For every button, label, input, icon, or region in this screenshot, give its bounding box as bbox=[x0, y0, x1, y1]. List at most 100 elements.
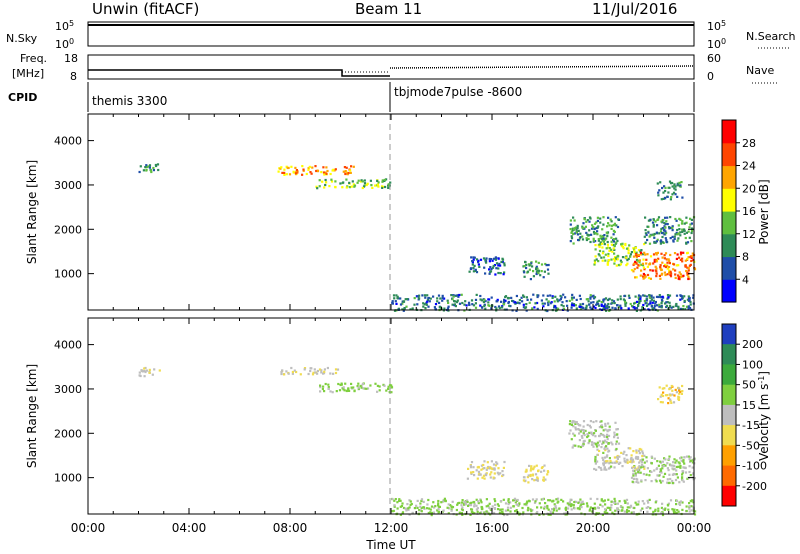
data-cell bbox=[484, 272, 487, 275]
data-cell bbox=[673, 394, 676, 397]
data-cell bbox=[461, 513, 464, 516]
data-cell bbox=[647, 219, 650, 222]
data-cell bbox=[361, 186, 364, 190]
data-cell bbox=[654, 302, 657, 305]
data-cell bbox=[588, 440, 591, 443]
data-cell bbox=[376, 183, 379, 186]
data-cell bbox=[586, 433, 589, 436]
data-cell bbox=[577, 445, 580, 448]
data-cell bbox=[476, 507, 479, 510]
data-cell bbox=[381, 179, 384, 182]
data-cell bbox=[479, 298, 482, 301]
data-cell bbox=[357, 382, 360, 385]
data-cell bbox=[145, 168, 148, 171]
data-cell bbox=[668, 269, 671, 272]
colorbar-segment bbox=[722, 211, 736, 235]
data-cell bbox=[543, 469, 546, 472]
data-cell bbox=[532, 270, 535, 273]
data-cell bbox=[581, 436, 584, 439]
data-cell bbox=[653, 469, 656, 472]
data-cell bbox=[603, 305, 606, 308]
data-cell bbox=[436, 297, 439, 300]
data-cell bbox=[619, 295, 622, 298]
data-cell bbox=[489, 270, 492, 274]
data-cell bbox=[597, 512, 601, 515]
data-cell bbox=[640, 463, 644, 466]
data-cell bbox=[603, 511, 606, 514]
data-cell bbox=[646, 273, 650, 277]
data-cell bbox=[660, 301, 663, 304]
data-cell bbox=[143, 367, 146, 370]
data-cell bbox=[679, 298, 682, 301]
data-cell bbox=[145, 369, 148, 372]
data-cell bbox=[645, 506, 648, 509]
data-cell bbox=[568, 432, 571, 435]
data-cell bbox=[324, 382, 327, 386]
data-cell bbox=[454, 300, 457, 303]
data-cell bbox=[654, 478, 657, 481]
data-cell bbox=[582, 306, 585, 310]
data-cell bbox=[666, 273, 669, 276]
data-cell bbox=[538, 502, 541, 505]
data-cell bbox=[650, 305, 653, 308]
data-cell bbox=[638, 261, 641, 264]
colorbar-tick-label: 12 bbox=[742, 228, 756, 241]
data-cell bbox=[681, 473, 684, 476]
data-cell bbox=[464, 502, 467, 505]
data-cell bbox=[549, 294, 552, 297]
data-cell bbox=[684, 471, 688, 474]
data-cell bbox=[613, 431, 616, 434]
data-cell bbox=[490, 267, 493, 271]
data-cell bbox=[688, 510, 691, 513]
data-cell bbox=[664, 507, 667, 510]
data-cell bbox=[688, 465, 691, 468]
data-cell bbox=[570, 296, 574, 299]
data-cell bbox=[533, 306, 536, 309]
x-axis-label: Time UT bbox=[365, 538, 416, 552]
data-cell bbox=[640, 448, 643, 451]
data-cell bbox=[568, 299, 571, 302]
data-region bbox=[138, 163, 160, 174]
data-cell bbox=[652, 510, 655, 513]
data-cell bbox=[605, 460, 608, 463]
data-cell bbox=[479, 258, 483, 261]
data-cell bbox=[654, 265, 657, 268]
data-cell bbox=[427, 297, 430, 300]
data-cell bbox=[323, 186, 326, 189]
power-colorbar-label: Power [dB] bbox=[757, 179, 771, 244]
data-cell bbox=[493, 257, 496, 260]
data-cell bbox=[677, 510, 680, 513]
data-cell bbox=[688, 296, 691, 300]
data-cell bbox=[475, 508, 478, 511]
data-cell bbox=[644, 229, 647, 232]
data-cell bbox=[469, 466, 473, 469]
data-cell bbox=[616, 457, 619, 460]
data-cell bbox=[321, 180, 324, 183]
data-cell bbox=[658, 294, 661, 297]
colorbar-tick-label: 8 bbox=[742, 251, 749, 264]
data-cell bbox=[591, 295, 594, 298]
data-cell bbox=[477, 470, 481, 473]
data-cell bbox=[524, 260, 527, 263]
data-cell bbox=[635, 449, 638, 452]
data-cell bbox=[599, 221, 602, 224]
data-cell bbox=[667, 508, 670, 511]
data-cell bbox=[391, 510, 394, 513]
data-cell bbox=[564, 507, 567, 510]
data-cell bbox=[402, 300, 405, 303]
data-cell bbox=[494, 507, 497, 510]
data-cell bbox=[575, 500, 578, 503]
data-cell bbox=[361, 180, 364, 183]
data-cell bbox=[627, 294, 631, 297]
data-cell bbox=[672, 268, 675, 271]
data-cell bbox=[294, 166, 297, 169]
data-cell bbox=[522, 476, 526, 479]
data-cell bbox=[571, 304, 574, 307]
data-cell bbox=[602, 236, 605, 239]
data-cell bbox=[684, 259, 687, 262]
data-cell bbox=[602, 462, 605, 465]
data-cell bbox=[613, 436, 616, 439]
data-cell bbox=[325, 166, 328, 169]
data-cell bbox=[668, 388, 671, 391]
data-cell bbox=[671, 464, 674, 467]
